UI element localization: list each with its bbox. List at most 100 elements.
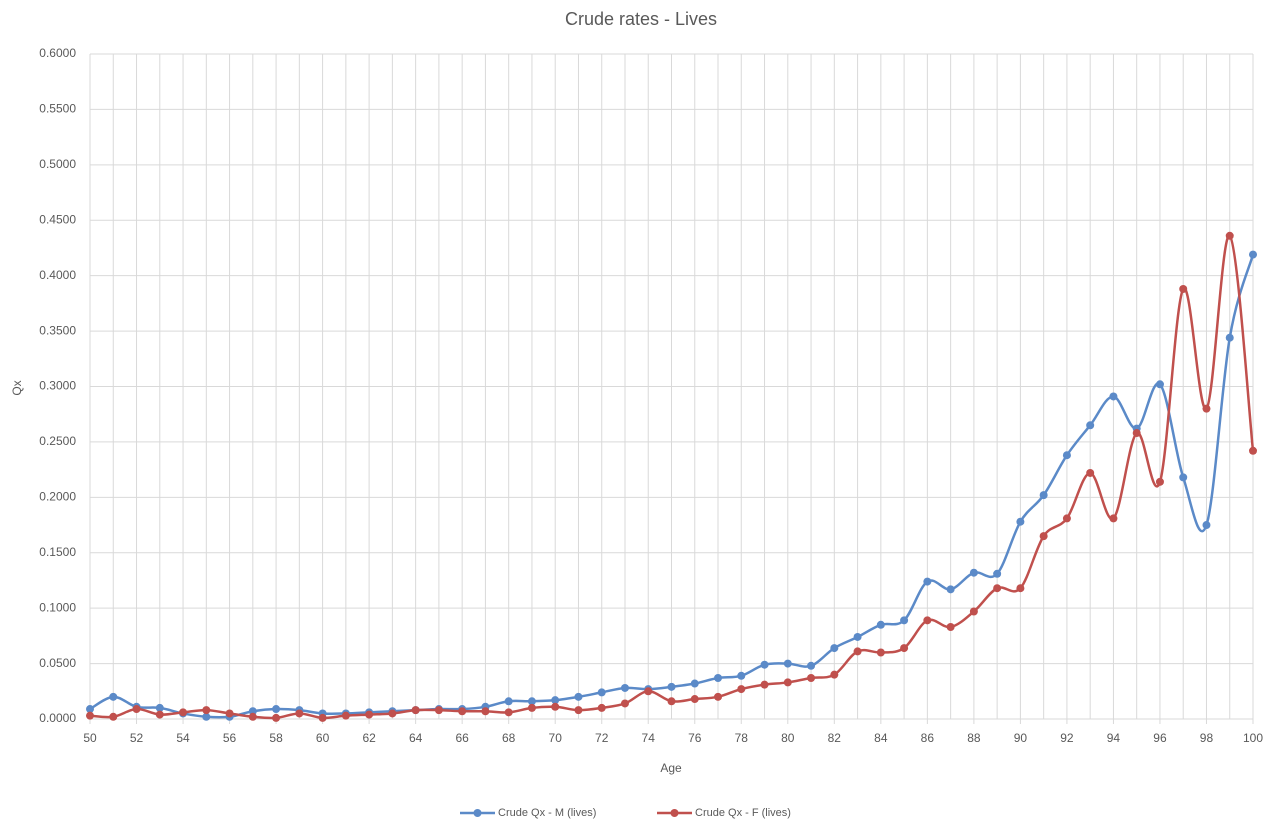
data-point [1249, 250, 1257, 259]
x-tick-label: 50 [83, 731, 97, 745]
data-point [202, 712, 211, 721]
data-point [155, 703, 164, 712]
data-point [760, 680, 769, 689]
y-tick-label: 0.4000 [39, 268, 76, 282]
data-point [86, 705, 94, 714]
data-point [1225, 333, 1234, 342]
x-tick-label: 82 [828, 731, 842, 745]
data-point [1016, 584, 1025, 593]
data-point [551, 702, 560, 711]
x-tick-label: 80 [781, 731, 795, 745]
data-point [667, 697, 676, 706]
y-tick-label: 0.5500 [39, 102, 76, 116]
data-point [900, 644, 909, 653]
y-tick-label: 0.3500 [39, 323, 76, 337]
data-point [225, 709, 234, 718]
data-point [527, 697, 536, 706]
data-point [923, 577, 932, 586]
data-point [969, 607, 978, 616]
data-point [876, 620, 885, 629]
data-point [714, 692, 723, 701]
series-line [89, 254, 1255, 719]
data-point [295, 709, 304, 718]
data-point [760, 660, 769, 669]
data-point [155, 710, 164, 719]
data-point [923, 616, 932, 625]
data-point [504, 708, 513, 717]
x-tick-label: 100 [1243, 731, 1263, 745]
legend-label: Crude Qx - F (lives) [695, 807, 791, 819]
data-point [667, 682, 676, 691]
data-point [1249, 446, 1257, 455]
y-tick-label: 0.2000 [39, 490, 76, 504]
data-point [248, 712, 257, 721]
data-point [1225, 231, 1234, 240]
data-point [1039, 491, 1048, 500]
data-point [1202, 404, 1211, 413]
x-tick-label: 70 [549, 731, 563, 745]
x-tick-label: 52 [130, 731, 144, 745]
x-tick-label: 72 [595, 731, 609, 745]
data-point [1062, 451, 1071, 460]
data-point [272, 713, 281, 722]
data-point [527, 703, 536, 712]
data-point [318, 713, 327, 722]
data-point [969, 568, 978, 577]
data-point [644, 687, 653, 696]
data-point [86, 711, 94, 720]
data-point [1109, 392, 1118, 401]
data-point [411, 706, 420, 715]
data-point [341, 711, 350, 720]
legend-marker [473, 809, 482, 817]
x-tick-label: 68 [502, 731, 516, 745]
data-point [202, 706, 211, 715]
y-tick-label: 0.2500 [39, 434, 76, 448]
x-tick-label: 58 [269, 731, 283, 745]
data-point [783, 678, 792, 687]
data-point [1132, 429, 1141, 438]
data-point [109, 692, 118, 701]
x-tick-label: 66 [455, 731, 469, 745]
data-point [388, 709, 397, 718]
x-axis-title: Age [660, 761, 682, 775]
data-point [1016, 517, 1025, 526]
data-point [248, 707, 257, 716]
data-point [807, 661, 816, 670]
data-point [1086, 421, 1095, 430]
data-point [481, 707, 490, 716]
x-tick-label: 76 [688, 731, 702, 745]
x-tick-label: 54 [176, 731, 190, 745]
data-point [1155, 380, 1164, 389]
data-point [1202, 521, 1211, 530]
data-point [993, 584, 1002, 593]
data-point [597, 688, 606, 697]
y-tick-label: 0.6000 [39, 46, 76, 60]
data-point [1039, 532, 1048, 541]
y-axis-title: Qx [10, 380, 24, 395]
x-tick-label: 64 [409, 731, 423, 745]
x-tick-label: 78 [735, 731, 749, 745]
data-point [737, 671, 746, 680]
x-tick-label: 96 [1153, 731, 1167, 745]
data-point [1086, 468, 1095, 477]
data-point [807, 673, 816, 682]
data-point [109, 712, 118, 721]
data-point [737, 685, 746, 694]
data-point [551, 696, 560, 705]
data-point [993, 569, 1002, 578]
data-point [830, 644, 839, 653]
y-tick-label: 0.1500 [39, 545, 76, 559]
data-point [1179, 473, 1188, 482]
y-tick-label: 0.0500 [39, 656, 76, 670]
y-tick-label: 0.3000 [39, 379, 76, 393]
data-point [620, 683, 629, 692]
data-point [783, 659, 792, 668]
data-point [830, 670, 839, 679]
data-point [876, 648, 885, 657]
y-tick-label: 0.4500 [39, 212, 76, 226]
x-tick-label: 60 [316, 731, 330, 745]
data-point [690, 695, 699, 704]
data-point [574, 692, 583, 701]
data-point [1062, 514, 1071, 523]
